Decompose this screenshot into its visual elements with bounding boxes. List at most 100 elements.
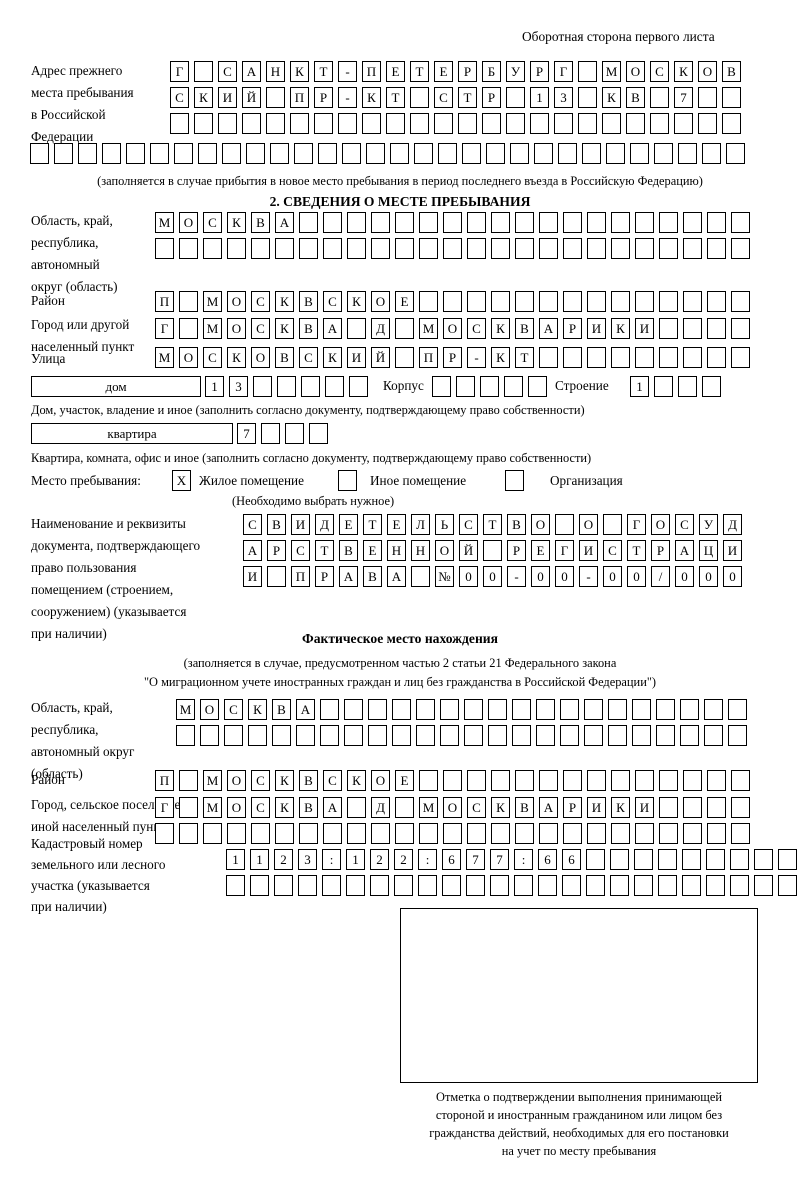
char-cell[interactable]: К bbox=[290, 61, 309, 82]
char-cell[interactable]: Е bbox=[387, 514, 406, 535]
char-cell[interactable] bbox=[483, 540, 502, 561]
char-cell[interactable] bbox=[506, 87, 525, 108]
char-cell[interactable] bbox=[778, 875, 797, 896]
char-cell[interactable] bbox=[538, 875, 557, 896]
char-cell[interactable]: С bbox=[675, 514, 694, 535]
char-cell[interactable]: Й bbox=[242, 87, 261, 108]
char-cell[interactable] bbox=[347, 797, 366, 818]
char-cell[interactable] bbox=[275, 238, 294, 259]
char-cell[interactable]: О bbox=[227, 291, 246, 312]
char-cell[interactable] bbox=[650, 87, 669, 108]
char-cell[interactable] bbox=[656, 725, 675, 746]
char-cell[interactable]: Р bbox=[267, 540, 286, 561]
char-cell[interactable] bbox=[392, 699, 411, 720]
s3-city-row-2[interactable] bbox=[155, 823, 750, 844]
char-cell[interactable] bbox=[248, 725, 267, 746]
char-cell[interactable] bbox=[778, 849, 797, 870]
char-cell[interactable]: С bbox=[650, 61, 669, 82]
char-cell[interactable] bbox=[410, 87, 429, 108]
char-cell[interactable] bbox=[731, 823, 750, 844]
char-cell[interactable] bbox=[587, 212, 606, 233]
char-cell[interactable]: Е bbox=[386, 61, 405, 82]
char-cell[interactable] bbox=[266, 113, 285, 134]
char-cell[interactable] bbox=[731, 770, 750, 791]
char-cell[interactable] bbox=[515, 770, 534, 791]
char-cell[interactable]: И bbox=[587, 797, 606, 818]
char-cell[interactable] bbox=[491, 212, 510, 233]
char-cell[interactable] bbox=[174, 143, 193, 164]
char-cell[interactable] bbox=[632, 699, 651, 720]
char-cell[interactable] bbox=[179, 238, 198, 259]
char-cell[interactable] bbox=[490, 875, 509, 896]
char-cell[interactable] bbox=[578, 61, 597, 82]
char-cell[interactable] bbox=[680, 725, 699, 746]
char-cell[interactable]: С bbox=[467, 318, 486, 339]
char-cell[interactable] bbox=[582, 143, 601, 164]
char-cell[interactable] bbox=[683, 318, 702, 339]
char-cell[interactable] bbox=[528, 376, 547, 397]
char-cell[interactable] bbox=[299, 823, 318, 844]
char-cell[interactable] bbox=[731, 797, 750, 818]
char-cell[interactable]: С bbox=[323, 291, 342, 312]
char-cell[interactable]: В bbox=[515, 797, 534, 818]
char-cell[interactable] bbox=[419, 212, 438, 233]
char-cell[interactable] bbox=[563, 823, 582, 844]
char-cell[interactable] bbox=[558, 143, 577, 164]
char-cell[interactable] bbox=[443, 823, 462, 844]
char-cell[interactable] bbox=[730, 849, 749, 870]
char-cell[interactable] bbox=[560, 725, 579, 746]
char-cell[interactable] bbox=[30, 143, 49, 164]
char-cell[interactable] bbox=[371, 823, 390, 844]
char-cell[interactable] bbox=[610, 849, 629, 870]
char-cell[interactable] bbox=[395, 797, 414, 818]
char-cell[interactable] bbox=[464, 699, 483, 720]
char-cell[interactable]: - bbox=[579, 566, 598, 587]
char-cell[interactable] bbox=[222, 143, 241, 164]
char-cell[interactable]: К bbox=[347, 770, 366, 791]
char-cell[interactable] bbox=[443, 291, 462, 312]
char-cell[interactable] bbox=[491, 291, 510, 312]
char-cell[interactable] bbox=[349, 376, 368, 397]
char-cell[interactable]: К bbox=[227, 347, 246, 368]
char-cell[interactable]: О bbox=[531, 514, 550, 535]
char-cell[interactable]: 1 bbox=[530, 87, 549, 108]
char-cell[interactable] bbox=[298, 875, 317, 896]
stay-option-checkbox-2[interactable] bbox=[505, 470, 524, 491]
char-cell[interactable] bbox=[731, 291, 750, 312]
char-cell[interactable] bbox=[419, 823, 438, 844]
char-cell[interactable] bbox=[635, 291, 654, 312]
char-cell[interactable]: 6 bbox=[538, 849, 557, 870]
char-cell[interactable]: Р bbox=[563, 318, 582, 339]
char-cell[interactable]: В bbox=[339, 540, 358, 561]
char-cell[interactable]: С bbox=[251, 797, 270, 818]
char-cell[interactable] bbox=[411, 566, 430, 587]
char-cell[interactable] bbox=[731, 212, 750, 233]
char-cell[interactable]: К bbox=[248, 699, 267, 720]
char-cell[interactable]: У bbox=[699, 514, 718, 535]
char-cell[interactable]: С bbox=[170, 87, 189, 108]
char-cell[interactable] bbox=[539, 291, 558, 312]
char-cell[interactable]: Т bbox=[315, 540, 334, 561]
char-cell[interactable] bbox=[270, 143, 289, 164]
char-cell[interactable]: Е bbox=[339, 514, 358, 535]
char-cell[interactable]: 2 bbox=[370, 849, 389, 870]
char-cell[interactable] bbox=[512, 725, 531, 746]
char-cell[interactable]: 1 bbox=[250, 849, 269, 870]
char-cell[interactable]: О bbox=[227, 318, 246, 339]
char-cell[interactable]: С bbox=[299, 347, 318, 368]
char-cell[interactable] bbox=[78, 143, 97, 164]
char-cell[interactable] bbox=[632, 725, 651, 746]
char-cell[interactable] bbox=[554, 113, 573, 134]
prev-address-row-3[interactable] bbox=[170, 113, 741, 134]
char-cell[interactable]: С bbox=[251, 770, 270, 791]
char-cell[interactable]: И bbox=[579, 540, 598, 561]
char-cell[interactable]: О bbox=[179, 212, 198, 233]
char-cell[interactable] bbox=[563, 291, 582, 312]
char-cell[interactable] bbox=[706, 849, 725, 870]
char-cell[interactable] bbox=[467, 212, 486, 233]
char-cell[interactable] bbox=[438, 143, 457, 164]
